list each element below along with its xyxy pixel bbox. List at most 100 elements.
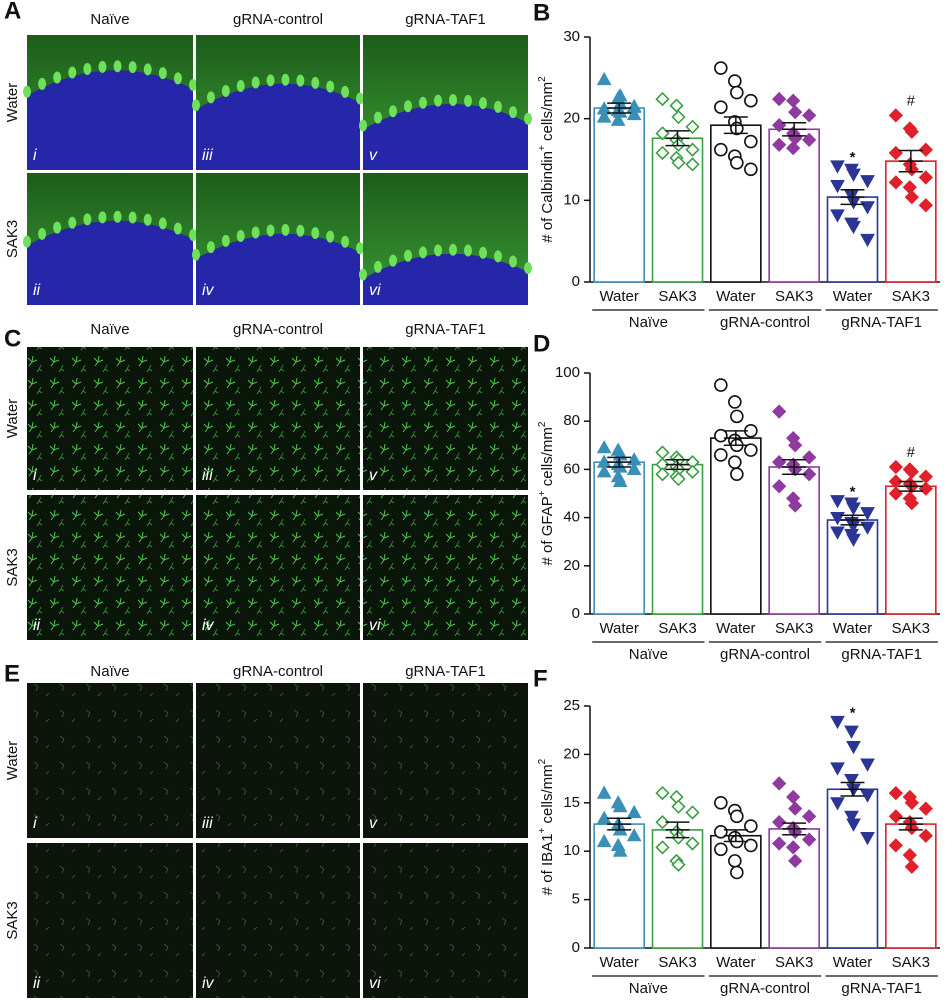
y-axis-label-part: cells/mm: [539, 82, 556, 145]
nuclei-layer: [196, 233, 360, 305]
error-bar: [840, 514, 865, 526]
error-bar: [898, 817, 923, 831]
data-point: [714, 378, 728, 392]
data-point: [860, 507, 875, 521]
data-point: [802, 809, 817, 824]
data-point: [626, 461, 642, 475]
data-point: [788, 853, 803, 869]
purkinje-cell: [356, 92, 364, 105]
purkinje-cell: [281, 223, 290, 236]
data-point: [918, 170, 933, 185]
error-bar: [665, 459, 690, 471]
purkinje-cell: [221, 234, 230, 247]
data-point: [846, 168, 861, 182]
error-bar: [607, 456, 632, 468]
data-point: [846, 502, 861, 516]
group-label: gRNA-control: [720, 314, 810, 331]
y-axis-label-part: +: [537, 145, 548, 151]
y-tick-label: 20: [563, 110, 580, 127]
data-point: [918, 801, 933, 816]
y-tick-label: 20: [563, 557, 580, 574]
data-point: [655, 91, 670, 107]
purkinje-cell: [206, 91, 215, 104]
micrograph: [363, 683, 528, 838]
purkinje-cell: [296, 224, 305, 237]
error-bar: [898, 480, 923, 492]
purkinje-cell: [113, 210, 122, 223]
micrograph: [196, 347, 360, 490]
group-label: gRNA-control: [720, 646, 810, 663]
data-point: [830, 160, 845, 174]
data-point: [655, 145, 670, 161]
purkinje-cell: [449, 94, 457, 107]
y-axis-label-part: # of IBA1: [539, 834, 556, 896]
y-tick-label: 0: [572, 273, 580, 290]
data-point: [730, 409, 744, 424]
micrograph: [196, 843, 360, 998]
purkinje-cell: [23, 235, 31, 248]
error-bar: [607, 102, 632, 114]
data-point: [714, 448, 728, 462]
purkinje-cell: [296, 74, 305, 87]
data-point: [830, 526, 845, 540]
panel-letter: A: [4, 0, 21, 24]
data-point: [744, 838, 758, 853]
data-point: [730, 809, 744, 824]
row-label: SAK3: [4, 220, 21, 258]
purkinje-cell: [326, 80, 335, 93]
data-point: [888, 838, 903, 853]
nuclei-layer: [363, 253, 528, 305]
image-numeral: v: [369, 467, 378, 484]
error-bar: [840, 188, 865, 206]
purkinje-cell: [341, 85, 350, 98]
data-point: [844, 725, 859, 739]
data-point: [772, 776, 787, 791]
data-point: [772, 137, 787, 152]
x-tick-label: Water: [599, 288, 638, 305]
significance-mark: *: [850, 149, 856, 166]
purkinje-cell: [98, 211, 107, 224]
data-point: [671, 155, 686, 170]
panel-letter: F: [533, 665, 548, 692]
error-bar: [840, 781, 865, 797]
data-point: [671, 799, 686, 814]
x-tick-label: Water: [716, 954, 755, 971]
purkinje-cell: [266, 224, 275, 237]
column-label: Naïve: [90, 11, 129, 28]
error-bar: [665, 130, 690, 147]
data-point: [786, 840, 801, 855]
data-point: [685, 142, 700, 157]
y-axis-label-part: 2: [537, 76, 548, 82]
column-label: gRNA-control: [233, 663, 323, 680]
purkinje-cell: [509, 106, 517, 119]
data-point: [830, 715, 845, 730]
data-point: [772, 404, 787, 419]
data-point: [904, 795, 919, 810]
data-point: [596, 109, 612, 123]
y-tick-label: 40: [563, 509, 580, 526]
data-point: [730, 865, 744, 880]
y-tick-label: 15: [563, 794, 580, 811]
image-numeral: i: [33, 815, 37, 832]
purkinje-cell: [464, 94, 472, 107]
data-point: [904, 189, 919, 205]
data-point: [626, 804, 642, 819]
column-label: Naïve: [90, 663, 129, 680]
column-label: gRNA-TAF1: [405, 663, 486, 680]
data-point: [744, 819, 758, 833]
x-tick-label: SAK3: [658, 954, 696, 971]
purkinje-cell: [419, 96, 427, 109]
data-point: [685, 157, 700, 172]
y-axis-label-part: # of Calbindin: [539, 151, 556, 243]
x-tick-label: Water: [833, 288, 872, 305]
data-point: [610, 112, 626, 126]
data-point: [772, 91, 787, 107]
purkinje-cell: [83, 213, 92, 226]
data-point: [655, 785, 670, 801]
purkinje-cell: [83, 62, 92, 75]
purkinje-cell: [359, 119, 367, 132]
data-point: [888, 145, 903, 161]
x-tick-label: SAK3: [892, 288, 930, 305]
group-label: Naïve: [629, 980, 668, 997]
significance-mark: *: [850, 704, 856, 721]
